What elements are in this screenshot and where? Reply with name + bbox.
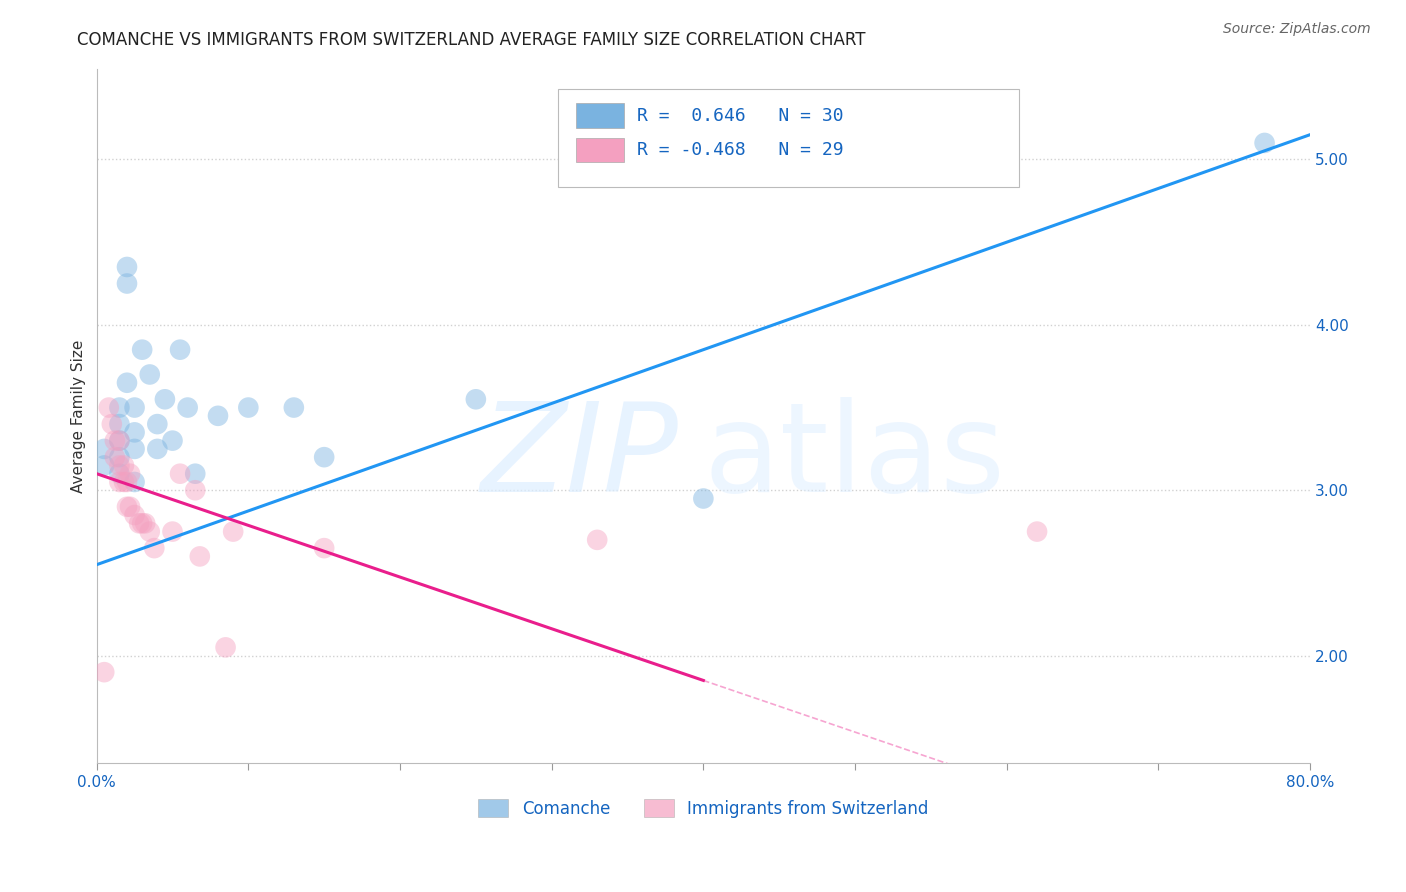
Point: [115, 260, 138, 274]
Point: [314, 541, 336, 555]
Bar: [576, 138, 624, 162]
Point: [93, 665, 115, 680]
Point: [104, 434, 127, 448]
Text: COMANCHE VS IMMIGRANTS FROM SWITZERLAND AVERAGE FAMILY SIZE CORRELATION CHART: COMANCHE VS IMMIGRANTS FROM SWITZERLAND …: [77, 31, 866, 49]
Point: [134, 516, 156, 531]
Point: [118, 500, 141, 514]
Point: [283, 401, 305, 415]
Point: [143, 541, 166, 555]
Point: [112, 475, 135, 489]
Point: [124, 475, 146, 489]
Point: [115, 475, 138, 489]
Point: [108, 475, 131, 489]
Point: [162, 434, 184, 448]
Text: atlas: atlas: [703, 397, 1005, 518]
Point: [131, 343, 153, 357]
Point: [93, 458, 115, 473]
Text: Source: ZipAtlas.com: Source: ZipAtlas.com: [1223, 22, 1371, 37]
Point: [124, 425, 146, 440]
Point: [124, 508, 146, 522]
Point: [184, 467, 207, 481]
Point: [146, 442, 169, 456]
Point: [108, 458, 131, 473]
Point: [104, 450, 127, 465]
Bar: [576, 103, 624, 128]
Point: [464, 392, 486, 407]
Point: [238, 401, 260, 415]
Point: [93, 442, 115, 456]
Legend: Comanche, Immigrants from Switzerland: Comanche, Immigrants from Switzerland: [472, 793, 935, 824]
Point: [139, 524, 162, 539]
Point: [118, 467, 141, 481]
Point: [1026, 524, 1049, 539]
Point: [131, 516, 153, 531]
Point: [101, 417, 124, 431]
Point: [153, 392, 176, 407]
Point: [115, 376, 138, 390]
Point: [108, 401, 131, 415]
Point: [108, 467, 131, 481]
Point: [115, 500, 138, 514]
Point: [112, 458, 135, 473]
Point: [146, 417, 169, 431]
Point: [1253, 136, 1275, 150]
Point: [108, 417, 131, 431]
Point: [692, 491, 714, 506]
Text: ZIP: ZIP: [481, 397, 679, 518]
Point: [188, 549, 211, 564]
Text: R =  0.646   N = 30: R = 0.646 N = 30: [637, 107, 844, 125]
Point: [108, 450, 131, 465]
Point: [222, 524, 245, 539]
Point: [162, 524, 184, 539]
Text: R = -0.468   N = 29: R = -0.468 N = 29: [637, 142, 844, 160]
Point: [184, 483, 207, 498]
Point: [139, 368, 162, 382]
Point: [176, 401, 198, 415]
Point: [108, 434, 131, 448]
Point: [314, 450, 336, 465]
Point: [124, 442, 146, 456]
Point: [586, 533, 609, 547]
Point: [169, 343, 191, 357]
Point: [169, 467, 191, 481]
FancyBboxPatch shape: [558, 89, 1019, 186]
Point: [115, 277, 138, 291]
Point: [97, 401, 120, 415]
Point: [108, 434, 131, 448]
Point: [124, 401, 146, 415]
Point: [214, 640, 236, 655]
Point: [207, 409, 229, 423]
Point: [128, 516, 150, 531]
Y-axis label: Average Family Size: Average Family Size: [72, 339, 86, 492]
